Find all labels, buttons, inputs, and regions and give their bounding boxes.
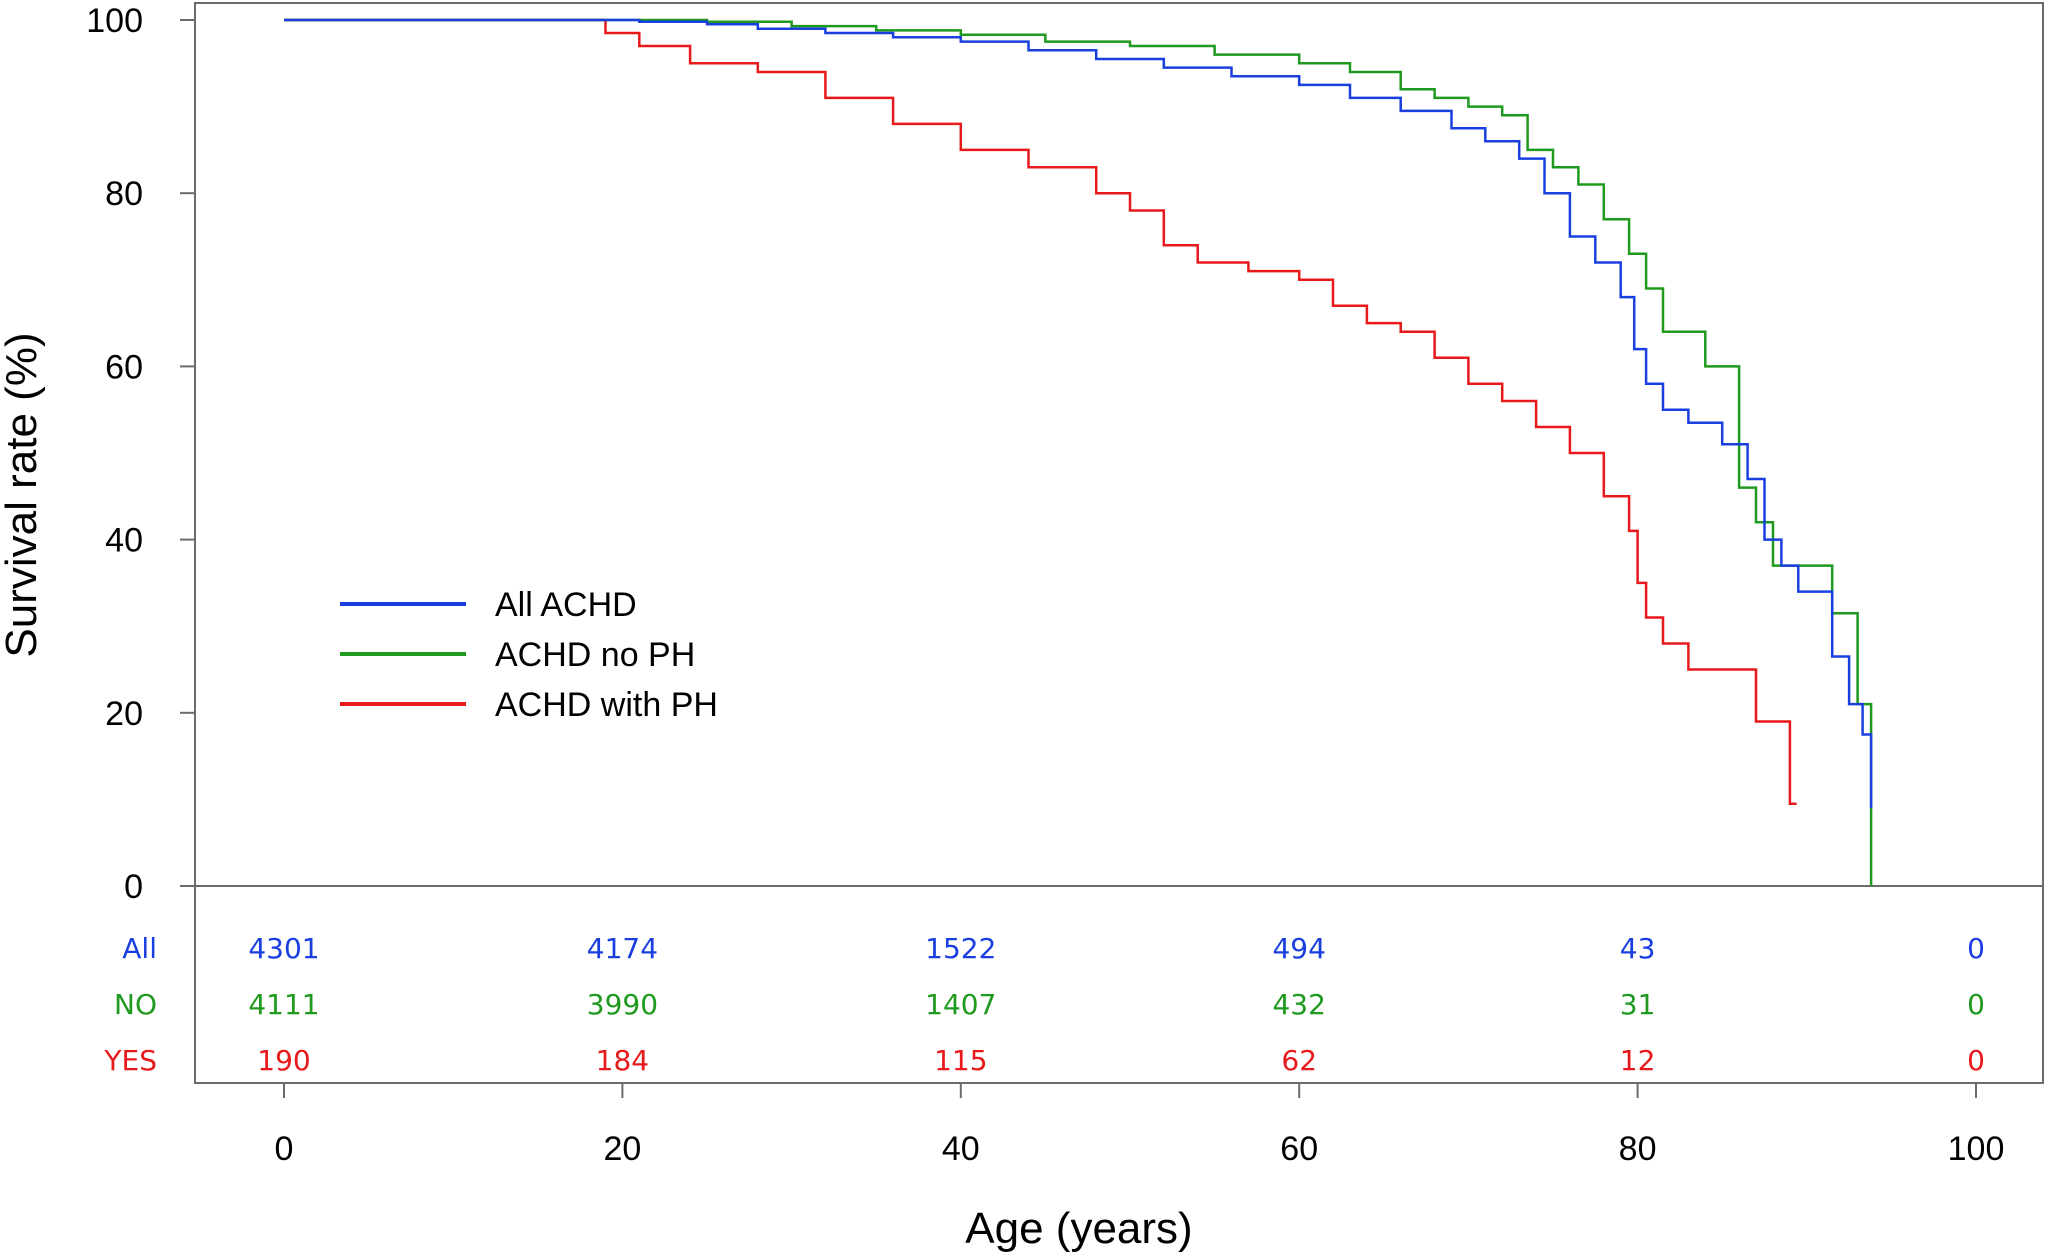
y-axis-ticks: 0 20 40 60 80 100	[86, 2, 195, 906]
risk-value-no-60: 432	[1272, 988, 1325, 1021]
y-tick-label-40: 40	[105, 522, 143, 560]
x-tick-label-20: 20	[603, 1130, 641, 1168]
risk-value-all-0: 4301	[248, 932, 319, 965]
risk-value-no-0: 4111	[248, 988, 319, 1021]
x-tick-label-80: 80	[1619, 1130, 1657, 1168]
series-lines	[284, 18, 1873, 886]
risk-value-yes-80: 12	[1620, 1044, 1656, 1077]
series-line-achd-no-ph	[284, 18, 1873, 886]
risk-value-yes-20: 184	[596, 1044, 649, 1077]
risk-value-all-40: 1522	[925, 932, 996, 965]
x-tick-label-100: 100	[1948, 1130, 2005, 1168]
risk-value-no-20: 3990	[587, 988, 658, 1021]
y-axis-title: Survival rate (%)	[0, 332, 46, 657]
x-tick-label-60: 60	[1280, 1130, 1318, 1168]
legend-label-all-achd: All ACHD	[495, 586, 637, 624]
risk-value-all-20: 4174	[587, 932, 658, 965]
risk-table: All 4301 4174 1522 494 43 0 NO 4111 3990 1407 432 31…	[103, 932, 1984, 1077]
y-tick-label-80: 80	[105, 175, 143, 213]
y-tick-label-0: 0	[124, 868, 143, 906]
y-tick-label-100: 100	[86, 2, 143, 40]
x-axis-title: Age (years)	[965, 1204, 1192, 1253]
series-line-achd-with-ph	[284, 18, 1797, 805]
legend-label-achd-with-ph: ACHD with PH	[495, 686, 718, 724]
risk-value-yes-60: 62	[1281, 1044, 1317, 1077]
series-line-all-achd	[284, 18, 1873, 809]
risk-row-label-all: All	[122, 932, 157, 965]
risk-value-all-80: 43	[1620, 932, 1656, 965]
x-axis-ticks: 0 20 40 60 80 100	[275, 1083, 2005, 1168]
risk-row-label-no: NO	[114, 988, 157, 1021]
y-tick-label-60: 60	[105, 348, 143, 386]
legend: All ACHD ACHD no PH ACHD with PH	[340, 586, 718, 724]
risk-value-yes-40: 115	[934, 1044, 987, 1077]
risk-value-no-40: 1407	[925, 988, 996, 1021]
x-tick-label-0: 0	[275, 1130, 294, 1168]
plot-frame	[194, 2, 2044, 1084]
risk-value-all-100: 0	[1967, 932, 1985, 965]
risk-value-all-60: 494	[1272, 932, 1325, 965]
x-tick-label-40: 40	[942, 1130, 980, 1168]
risk-value-yes-0: 190	[257, 1044, 310, 1077]
risk-value-no-80: 31	[1620, 988, 1656, 1021]
y-tick-label-20: 20	[105, 695, 143, 733]
risk-value-no-100: 0	[1967, 988, 1985, 1021]
legend-label-achd-no-ph: ACHD no PH	[495, 636, 695, 674]
risk-row-label-yes: YES	[103, 1044, 157, 1077]
risk-value-yes-100: 0	[1967, 1044, 1985, 1077]
